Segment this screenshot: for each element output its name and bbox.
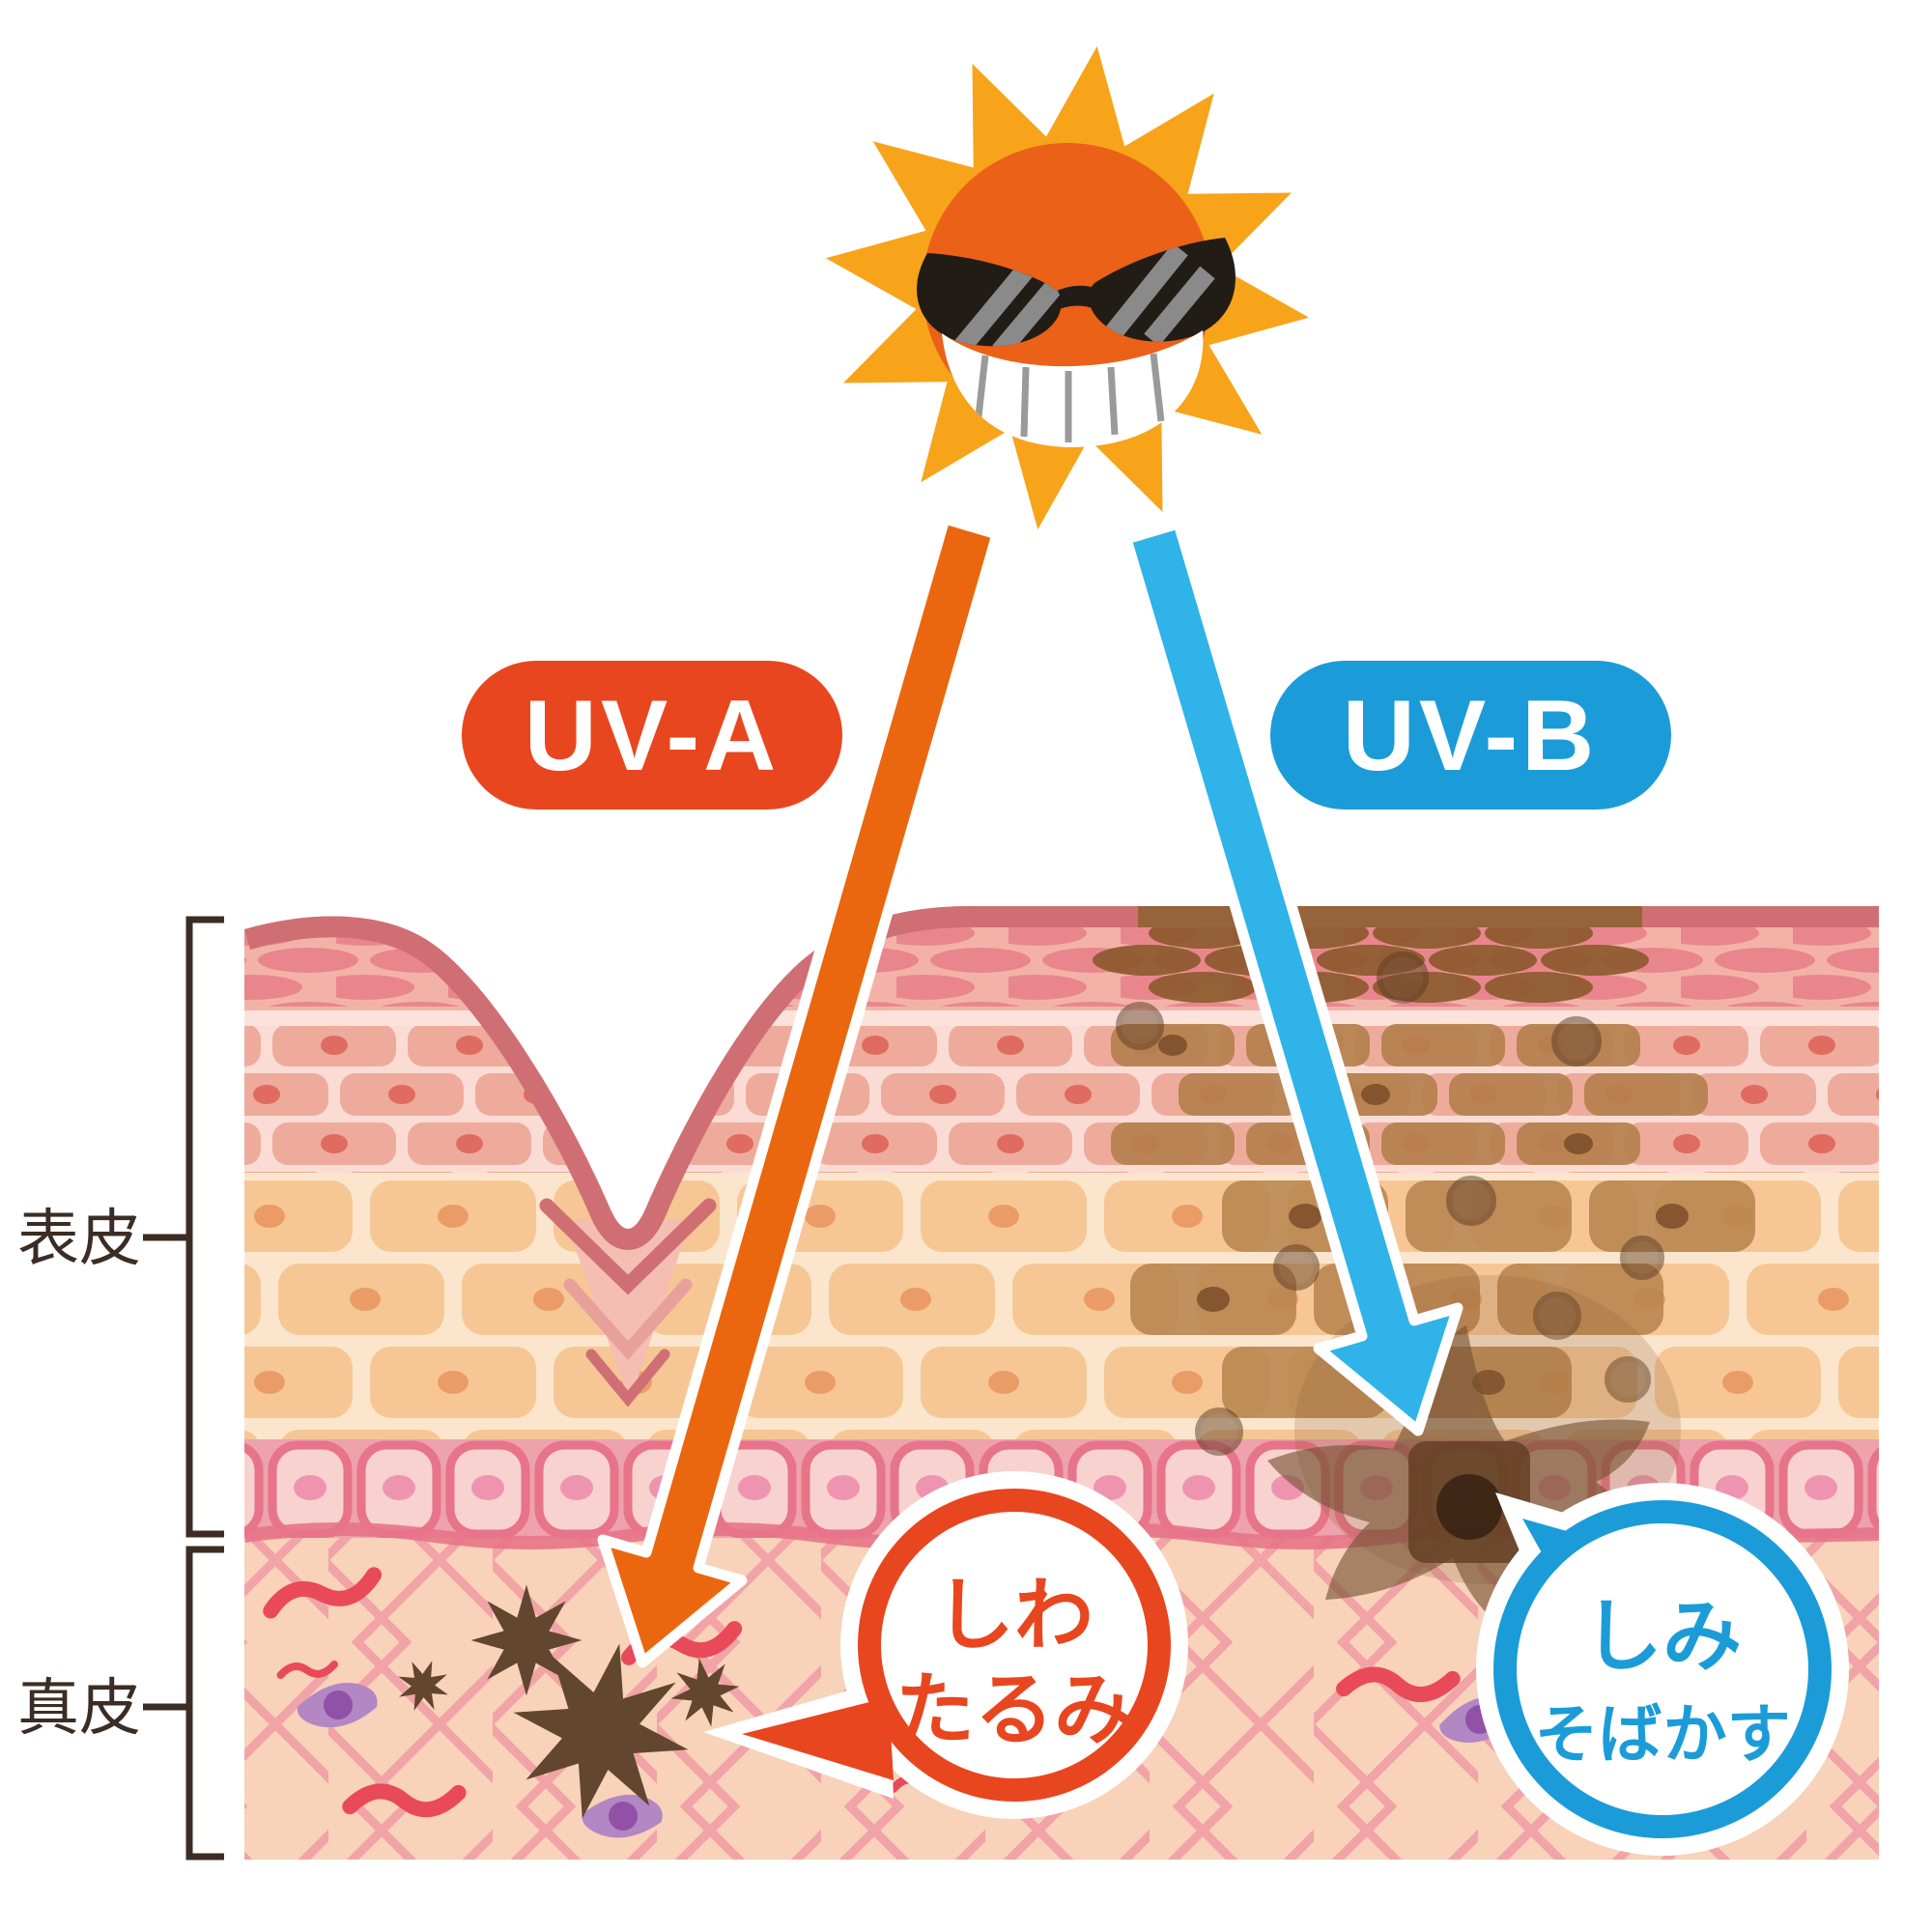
epidermis-annotation <box>143 916 224 1538</box>
uva-badge-label: UV-A <box>525 680 780 792</box>
uva-effect-line1: しわ <box>935 1572 1094 1660</box>
uvb-effect-line1: しみ <box>1583 1593 1742 1681</box>
epidermis-label: 表皮 <box>17 1204 141 1273</box>
uvb-effect-line2: そばかす <box>1534 1698 1790 1770</box>
uva-arrow-icon <box>597 513 1003 1668</box>
dermis-annotation <box>143 1546 224 1861</box>
uva-badge: UV-A <box>462 661 842 810</box>
evil-sun-icon <box>825 45 1310 530</box>
uva-effect-line2: たるみ <box>895 1666 1133 1754</box>
wrinkle-speech-bubble: しわ たるみ <box>703 1471 1188 1819</box>
uvb-arrow-icon <box>1121 518 1463 1436</box>
uvb-badge: UV-B <box>1270 661 1671 810</box>
epidermis-bracket <box>185 916 224 1538</box>
dermis-bracket <box>185 1546 224 1861</box>
spots-speech-bubble: しみ そばかす <box>1476 1483 1849 1856</box>
melanin-dots <box>1116 952 1664 1456</box>
uvb-badge-label: UV-B <box>1343 680 1598 792</box>
grin-mouth <box>942 330 1204 447</box>
sunglasses-icon <box>917 238 1236 347</box>
dermis-label: 真皮 <box>17 1673 141 1743</box>
wrinkle-crease <box>539 1198 717 1407</box>
